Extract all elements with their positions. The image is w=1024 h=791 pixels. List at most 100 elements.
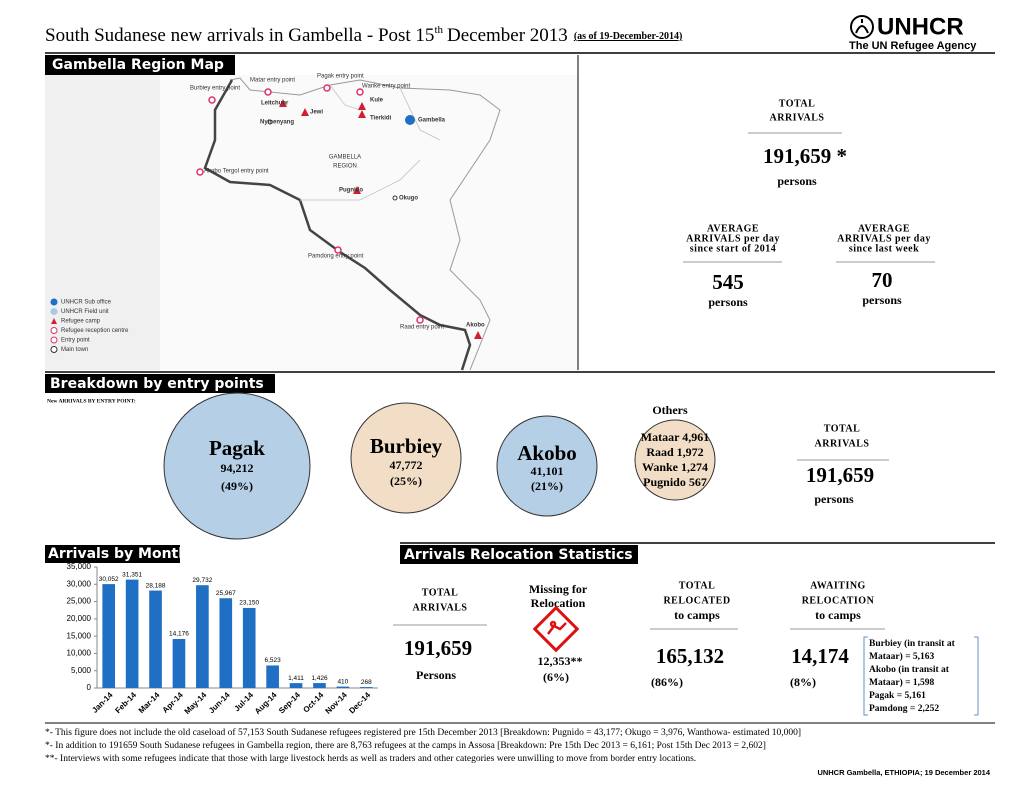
- region-label: REGION: [333, 164, 357, 170]
- data-label: 29,732: [192, 577, 212, 584]
- detail-line: Pagak = 5,161: [869, 691, 926, 701]
- bar: [289, 683, 303, 688]
- legend-icon: [50, 336, 58, 344]
- logo-emblem: [850, 15, 874, 39]
- place-label: Okugo: [399, 196, 418, 202]
- entry-point-icon: [264, 88, 272, 96]
- entry-akobo: Akobo 41,101 (21%): [496, 415, 598, 517]
- legend-icon: [50, 298, 58, 306]
- entry-value: 41,101: [531, 464, 564, 478]
- entry-share: (49%): [221, 479, 253, 493]
- entry-name: Burbiey: [370, 434, 443, 458]
- logo-tagline: The UN Refugee Agency: [849, 40, 977, 52]
- place-label: Akobo Tergol entry point: [204, 169, 269, 175]
- section-header: [45, 545, 180, 563]
- y-tick-label: 10,000: [67, 649, 92, 658]
- data-label: 31,351: [122, 571, 142, 578]
- awaiting-detail: Burbiey (in transit at Mataar) = 5,163 Ako…: [869, 638, 956, 714]
- legend-label: Entry point: [61, 338, 90, 344]
- section-title: Arrivals Relocation Statistics: [404, 547, 633, 563]
- x-tick-label: Mar-14: [137, 690, 162, 715]
- place-label: Wanke entry point: [362, 84, 410, 90]
- label: AVERAGE: [707, 223, 759, 234]
- title-text: South Sudanese new arrivals in Gambella …: [45, 25, 434, 46]
- logo-text: UNHCR: [877, 13, 964, 40]
- camp-icon: [353, 186, 361, 194]
- bar: [266, 665, 279, 688]
- place-label: Raad entry point: [400, 325, 444, 331]
- data-label: 1,411: [288, 675, 304, 682]
- data-label: 268: [361, 679, 372, 686]
- zone-border: [300, 84, 441, 201]
- place-label: Tierkidi: [370, 116, 392, 122]
- y-tick-label: 20,000: [67, 614, 92, 623]
- sub-office-icon: [405, 115, 415, 125]
- label: Missing for: [529, 582, 588, 596]
- label: to camps: [815, 608, 861, 622]
- bar: [313, 683, 326, 688]
- detail-line: Mataar) = 5,163: [869, 651, 935, 662]
- region-border: [229, 77, 501, 371]
- value: 165,132: [656, 644, 724, 668]
- data-label: 25,967: [216, 590, 236, 597]
- data-label: 6,523: [264, 657, 281, 664]
- footnote: *- This figure does not include the old …: [45, 727, 801, 738]
- detail-line: Burbiey (in transit at: [869, 638, 956, 649]
- section-header: [45, 55, 235, 75]
- others-item: Mataar 4,961: [641, 430, 709, 444]
- total-value: 191,659: [806, 463, 874, 487]
- label: RELOCATION: [802, 595, 875, 606]
- share: (8%): [790, 675, 816, 689]
- place-label: Pagak entry point: [317, 74, 364, 80]
- label: ARRIVALS per day: [837, 233, 931, 244]
- others-item: Raad 1,972: [646, 445, 703, 459]
- label: ARRIVALS: [815, 438, 870, 449]
- label: AWAITING: [810, 580, 866, 591]
- legend-icon: [50, 346, 58, 353]
- footnote: *- In addition to 191659 South Sudanese …: [45, 740, 766, 751]
- label: AVERAGE: [858, 223, 910, 234]
- label: ARRIVALS per day: [686, 233, 780, 244]
- value: 191,659: [404, 636, 472, 660]
- section-title: Breakdown by entry points: [50, 376, 264, 392]
- x-tick-label: Oct-14: [301, 690, 325, 714]
- legend-label: Refugee reception centre: [61, 328, 129, 334]
- label: since last week: [849, 243, 919, 254]
- x-tick-label: Aug-14: [253, 690, 279, 716]
- hazard-icon: [532, 605, 580, 653]
- x-tick-label: Jan-14: [90, 690, 115, 715]
- section-title: Arrivals by Month: [48, 546, 188, 562]
- place-label: Jewi: [310, 110, 323, 116]
- label: to camps: [674, 608, 720, 622]
- bar: [125, 579, 139, 688]
- unit: persons: [708, 295, 748, 309]
- legend-label: Main town: [61, 347, 88, 353]
- entry-point-icon: [416, 316, 424, 324]
- map-neighbour: [160, 75, 578, 370]
- detail-line: Pamdong = 2,252: [869, 704, 939, 714]
- legend-label: UNHCR Field unit: [61, 309, 109, 315]
- footnote: **- Interviews with some refugees indica…: [45, 753, 696, 764]
- label: TOTAL: [824, 423, 861, 434]
- label: ARRIVALS: [770, 112, 825, 123]
- logo-emblem: [855, 19, 869, 34]
- data-label: 14,176: [169, 631, 189, 638]
- value: 14,174: [791, 644, 849, 668]
- entry-point-icon: [208, 96, 216, 104]
- camp-icon: [279, 99, 287, 107]
- entry-share: (21%): [531, 479, 563, 493]
- share: (86%): [651, 675, 683, 689]
- y-tick-label: 15,000: [67, 631, 92, 640]
- x-tick-label: Sep-14: [277, 690, 302, 715]
- place-label: Kule: [370, 98, 384, 104]
- entry-value: 47,772: [390, 458, 423, 472]
- label: Relocation: [531, 596, 586, 610]
- total-value: 191,659 *: [763, 144, 847, 168]
- value: 70: [872, 268, 893, 292]
- x-tick-label: Apr-14: [161, 690, 186, 715]
- legend-label: Refugee camp: [61, 319, 101, 325]
- label: TOTAL: [422, 587, 459, 598]
- others-title: Others: [652, 403, 688, 417]
- detail-line: Akobo (in transit at: [869, 664, 950, 675]
- y-tick-label: 25,000: [67, 597, 92, 606]
